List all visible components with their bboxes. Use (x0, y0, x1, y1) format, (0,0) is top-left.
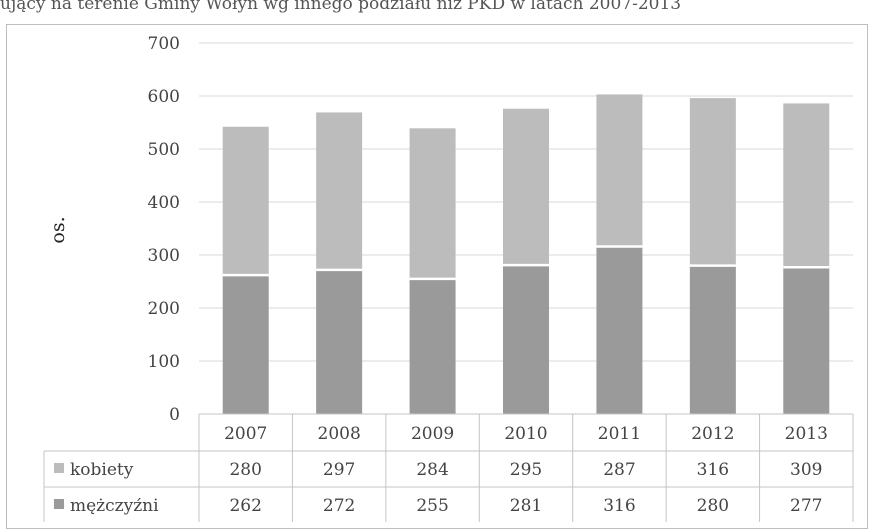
y-tick-label: 700 (148, 34, 180, 54)
y-axis-label: os. (47, 216, 69, 243)
bar-mezczyzni-2007 (222, 275, 269, 414)
legend-label: mężczyźni (70, 496, 159, 516)
data-table-cell: 277 (790, 496, 822, 516)
data-table-cell: 309 (790, 460, 822, 480)
bar-mezczyzni-2011 (596, 246, 643, 414)
chart-frame (6, 24, 868, 529)
bar-kobiety-2012 (689, 98, 736, 266)
x-category-label: 2012 (691, 424, 734, 444)
data-table-cell: 316 (603, 496, 635, 516)
data-table-cell: 255 (416, 496, 448, 516)
bar-kobiety-2011 (596, 94, 643, 247)
legend-key-kobiety (54, 463, 64, 473)
bar-mezczyzni-2010 (503, 265, 549, 414)
x-category-label: 2009 (411, 424, 454, 444)
data-table-cell: 262 (229, 496, 261, 516)
legend-key-mezczyzni (54, 499, 64, 509)
data-table-cell: 297 (323, 460, 355, 480)
bar-kobiety-2007 (222, 126, 269, 276)
y-tick-label: 300 (148, 246, 180, 266)
legend-label: kobiety (70, 460, 134, 480)
bar-mezczyzni-2013 (783, 267, 830, 414)
y-tick-label: 0 (169, 405, 180, 425)
x-category-label: 2007 (224, 424, 267, 444)
x-category-label: 2008 (318, 424, 361, 444)
y-tick-label: 100 (148, 352, 180, 372)
bar-kobiety-2008 (316, 112, 363, 270)
data-table-cell: 280 (229, 460, 261, 480)
chart-title: ujący na terenie Gminy Wołyń wg innego p… (0, 0, 682, 14)
y-tick-label: 600 (148, 87, 180, 107)
bar-kobiety-2009 (409, 128, 456, 279)
data-table-cell: 295 (510, 460, 542, 480)
data-table-cell: 281 (510, 496, 542, 516)
x-category-label: 2011 (598, 424, 641, 444)
x-category-label: 2013 (785, 424, 828, 444)
data-table-cell: 272 (323, 496, 355, 516)
bar-mezczyzni-2008 (316, 269, 363, 414)
data-table-cell: 316 (697, 460, 729, 480)
data-table-cell: 284 (416, 460, 448, 480)
bar-kobiety-2013 (783, 103, 830, 268)
y-tick-label: 400 (148, 193, 180, 213)
data-table-cell: 280 (697, 496, 729, 516)
y-tick-label: 200 (148, 299, 180, 319)
bar-mezczyzni-2012 (689, 265, 736, 414)
y-tick-label: 500 (148, 140, 180, 160)
bar-mezczyzni-2009 (409, 278, 456, 414)
data-table-cell: 287 (603, 460, 635, 480)
x-category-label: 2010 (504, 424, 547, 444)
bar-kobiety-2010 (503, 108, 549, 266)
